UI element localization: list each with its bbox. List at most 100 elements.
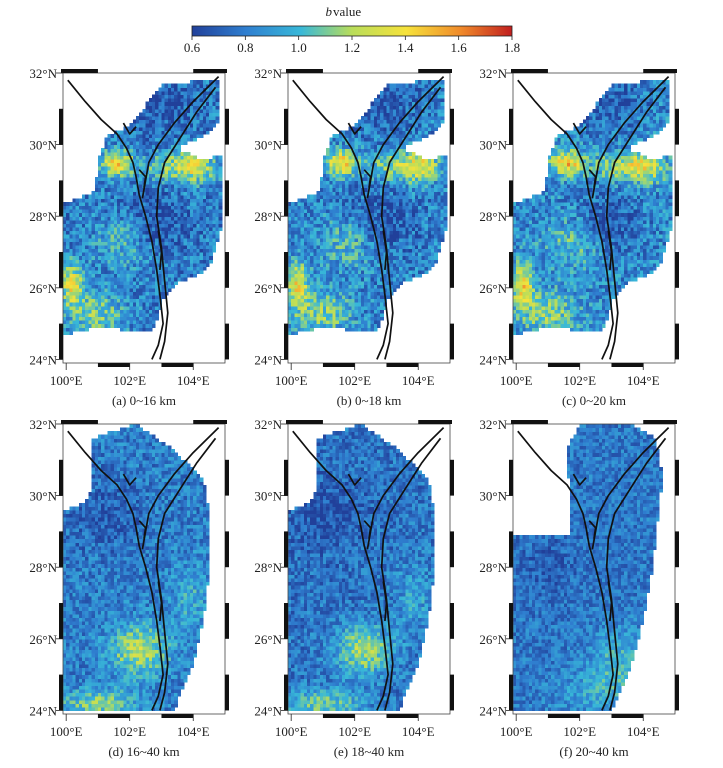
heatmap-cell [123, 277, 128, 282]
heatmap-cell [307, 259, 311, 264]
heatmap-cell [354, 141, 359, 146]
heatmap-cell [199, 108, 204, 113]
heatmap-cell [354, 280, 359, 285]
heatmap-cell [351, 126, 356, 131]
heatmap-cell [437, 244, 442, 250]
heatmap-cell [199, 176, 204, 182]
heatmap-cell [300, 269, 305, 275]
heatmap-cell [129, 198, 134, 203]
heatmap-cell [351, 255, 356, 260]
heatmap-cell [370, 226, 375, 232]
heatmap-cell [120, 191, 124, 196]
heatmap-cell [88, 252, 93, 257]
heatmap-cell [148, 294, 153, 300]
heatmap-cell [113, 269, 118, 275]
heatmap-cell [171, 248, 175, 253]
heatmap-cell [167, 183, 172, 189]
heatmap-cell [338, 302, 343, 307]
heatmap-cell [367, 259, 372, 264]
heatmap-cell [288, 320, 292, 325]
heatmap-cell [82, 277, 86, 282]
heatmap-cell [357, 259, 362, 264]
heatmap-cell [174, 237, 178, 242]
heatmap-cell [63, 266, 67, 271]
heatmap-cell [364, 230, 369, 235]
heatmap-cell [307, 291, 311, 296]
heatmap-cell [332, 198, 337, 203]
heatmap-cell [364, 130, 369, 135]
heatmap-cell [171, 216, 175, 221]
heatmap-cell [380, 312, 384, 318]
heatmap-cell [107, 151, 112, 156]
heatmap-cell [126, 237, 131, 242]
heatmap-cell [322, 230, 327, 235]
heatmap-cell [303, 305, 308, 310]
heatmap-cell [97, 155, 102, 160]
heatmap-cell [174, 234, 178, 239]
heatmap-cell [136, 234, 140, 239]
heatmap-cell [63, 312, 67, 318]
heatmap-cell [345, 320, 349, 325]
heatmap-cell [291, 209, 295, 214]
heatmap-cell [72, 230, 77, 235]
heatmap-cell [104, 280, 109, 285]
heatmap-cell [171, 144, 175, 149]
heatmap-cell [88, 284, 93, 289]
heatmap-cell [91, 284, 96, 289]
heatmap-cell [107, 230, 112, 235]
heatmap-cell [123, 151, 128, 156]
heatmap-cell [288, 201, 292, 207]
heatmap-cell [66, 305, 70, 310]
heatmap-cell [110, 180, 115, 185]
heatmap-cell [205, 83, 210, 88]
heatmap-cell [338, 287, 343, 292]
heatmap-cell [136, 126, 140, 131]
heatmap-cell [183, 191, 188, 196]
heatmap-cell [164, 137, 169, 142]
heatmap-cell [117, 241, 121, 246]
heatmap-cell [209, 209, 213, 214]
heatmap-cell [164, 194, 169, 199]
heatmap-cell [66, 252, 70, 257]
heatmap-cell [199, 119, 204, 124]
heatmap-cell [91, 194, 96, 199]
heatmap-cell [209, 255, 213, 260]
heatmap-cell [294, 291, 299, 296]
heatmap-cell [101, 212, 105, 217]
heatmap-cell [142, 327, 147, 332]
heatmap-cell [63, 223, 67, 228]
heatmap-cell [136, 255, 140, 260]
heatmap-cell [139, 237, 144, 242]
heatmap-cell [180, 255, 185, 260]
heatmap-cell [136, 198, 140, 203]
heatmap-cell [326, 230, 330, 235]
heatmap-cell [78, 273, 83, 278]
heatmap-cell [75, 205, 80, 210]
heatmap-cell [196, 194, 201, 199]
heatmap-cell [288, 255, 292, 260]
heatmap-cell [307, 294, 311, 300]
heatmap-cell [148, 130, 153, 135]
heatmap-cell [354, 312, 359, 318]
heatmap-cell [186, 151, 191, 156]
x-tick-label: 102°E [113, 373, 146, 388]
heatmap-cell [78, 327, 83, 332]
heatmap-cell [142, 302, 147, 307]
heatmap-cell [136, 212, 140, 217]
heatmap-cell [167, 194, 172, 199]
heatmap-cell [104, 155, 109, 160]
heatmap-cell [335, 248, 340, 253]
heatmap-cell [91, 226, 96, 232]
heatmap-cell [117, 166, 121, 171]
heatmap-cell [316, 305, 321, 310]
heatmap-cell [85, 298, 90, 303]
heatmap-cell [94, 312, 99, 318]
heatmap-cell [370, 284, 375, 289]
heatmap-cell [332, 280, 337, 285]
heatmap-cell [139, 280, 144, 285]
heatmap-cell [316, 309, 321, 314]
heatmap-cell [209, 115, 213, 121]
heatmap-cell [196, 115, 201, 121]
heatmap-cell [82, 252, 86, 257]
heatmap-cell [329, 284, 334, 289]
